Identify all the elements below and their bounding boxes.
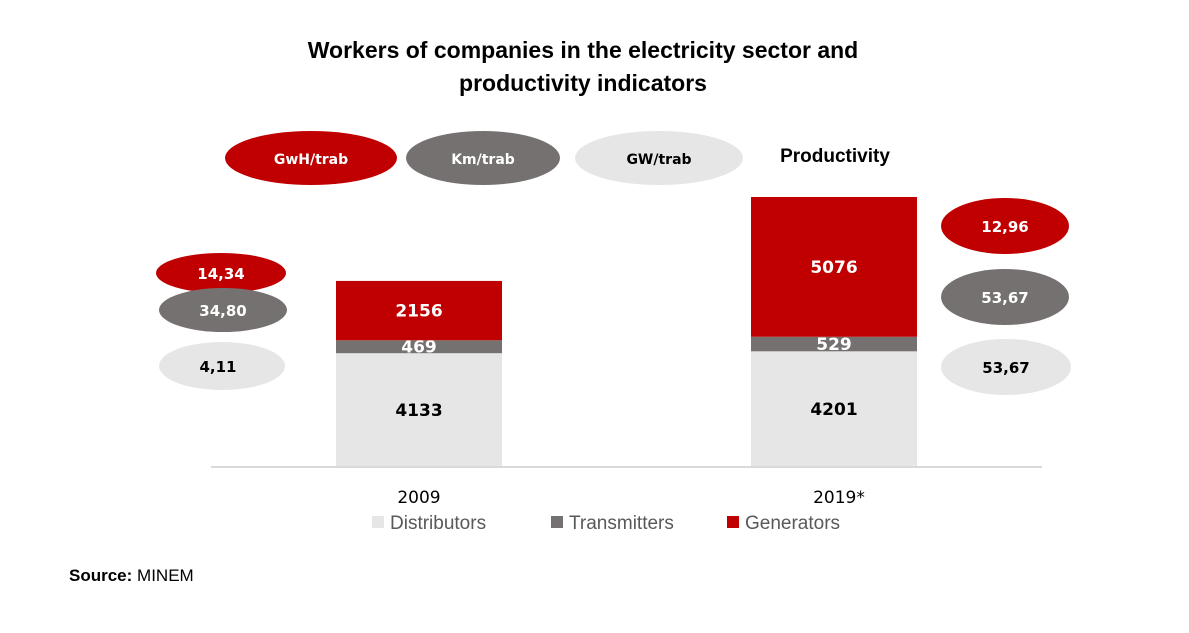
source-note: Source: MINEM <box>69 566 194 586</box>
indicator-2019-km-value: 53,67 <box>981 289 1028 307</box>
bar-distributors-0 <box>336 353 502 467</box>
bar-transmitters-1 <box>751 336 917 352</box>
indicators-2019: 12,96 53,67 53,67 <box>941 198 1071 395</box>
indicator-legend: GwH/trab Km/trab GW/trab <box>225 131 743 185</box>
indicator-2019-gw-bubble <box>941 339 1071 395</box>
indicator-2019-gw-value: 53,67 <box>982 359 1029 377</box>
bar-transmitters-0 <box>336 340 502 354</box>
chart-title-line-1: Workers of companies in the electricity … <box>307 37 859 63</box>
indicator-legend-gw-label: GW/trab <box>626 152 691 168</box>
indicator-legend-km-label: Km/trab <box>451 152 515 168</box>
indicator-legend-gwh-label: GwH/trab <box>274 152 348 168</box>
indicator-2009-gw-bubble <box>159 342 285 390</box>
source-text: MINEM <box>137 566 194 585</box>
indicator-2019-km-bubble <box>941 269 1069 325</box>
chart-title: Workers of companies in the electricity … <box>0 34 1166 100</box>
stacked-bars: 4133 469 2156 4201 529 5076 <box>336 197 917 467</box>
legend-label-transmitters: Transmitters <box>569 513 674 534</box>
indicator-legend-gwh-marker <box>225 131 397 185</box>
legend-swatch-generators <box>727 516 739 528</box>
x-tick-labels: 2009 2019* <box>397 488 865 508</box>
indicator-legend-km-marker <box>406 131 560 185</box>
bar-label-generators-1: 5076 <box>810 258 857 278</box>
source-label: Source: <box>69 566 133 585</box>
x-tick-label-0: 2009 <box>397 488 440 508</box>
chart-title-line-2: productivity indicators <box>459 70 707 96</box>
bar-generators-0 <box>336 280 502 341</box>
indicator-2019-gwh-bubble <box>941 198 1069 254</box>
bar-label-transmitters-0: 469 <box>401 338 437 358</box>
bar-distributors-1 <box>751 351 917 467</box>
legend-label-distributors: Distributors <box>390 513 486 534</box>
series-legend: Distributors Transmitters Generators <box>372 513 840 534</box>
legend-swatch-distributors <box>372 516 384 528</box>
indicator-2009-gw-value: 4,11 <box>199 358 236 376</box>
indicators-2009: 14,34 34,80 4,11 <box>156 253 287 390</box>
legend-label-generators: Generators <box>745 513 840 534</box>
indicator-2009-gwh-value: 14,34 <box>197 265 244 283</box>
indicator-2019-gwh-value: 12,96 <box>981 218 1028 236</box>
legend-swatch-transmitters <box>551 516 563 528</box>
indicator-2009-km-bubble <box>159 288 287 332</box>
bar-label-distributors-0: 4133 <box>395 401 442 421</box>
indicator-2009-km-value: 34,80 <box>199 302 246 320</box>
bar-generators-1 <box>751 197 917 337</box>
indicator-legend-gw-marker <box>575 131 743 185</box>
bar-label-transmitters-1: 529 <box>816 335 852 355</box>
indicator-2009-gwh-bubble <box>156 253 286 293</box>
bar-label-generators-0: 2156 <box>395 302 442 322</box>
x-tick-label-1: 2019* <box>813 488 865 508</box>
productivity-heading: Productivity <box>780 146 890 167</box>
bar-label-distributors-1: 4201 <box>810 400 857 420</box>
